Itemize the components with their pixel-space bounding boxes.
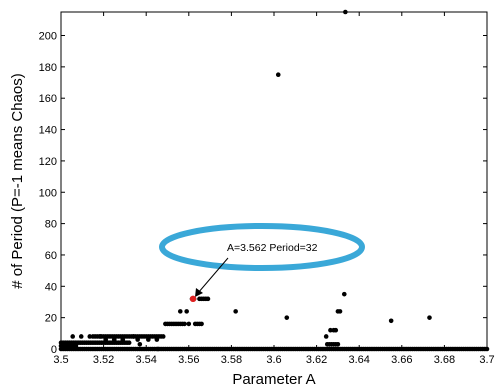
data-point — [205, 296, 211, 302]
x-tick-labels: 3.5 3.52 3.54 3.56 3.58 3.6 3.62 3.64 3.66 3.68 3.… — [53, 354, 494, 366]
x-tick-label: 3.54 — [135, 354, 156, 366]
x-tick-label: 3.52 — [93, 354, 114, 366]
data-point — [275, 72, 281, 77]
annotation-arrow — [197, 257, 229, 294]
y-axis-title: # of Period (P=-1 means Chaos) — [9, 73, 26, 289]
highlight-point — [189, 295, 197, 303]
data-point — [182, 321, 187, 327]
data-point — [337, 309, 343, 314]
y-tick-label: 160 — [39, 93, 57, 105]
annotation-text: A=3.562 Period=32 — [227, 242, 318, 254]
data-point — [131, 334, 136, 339]
data-point — [154, 337, 160, 342]
y-tick-label: 60 — [45, 250, 57, 262]
y-tick-label: 200 — [39, 31, 57, 43]
x-tick-label: 3.64 — [348, 354, 369, 366]
y-tick-label: 20 — [45, 313, 57, 325]
annotation-ellipse — [159, 223, 365, 271]
x-tick-label: 3.5 — [53, 354, 68, 366]
plot-area — [60, 11, 488, 350]
y-tick-label: 120 — [39, 156, 57, 168]
x-tick-label: 3.58 — [221, 354, 242, 366]
y-tick-label: 0 — [51, 344, 57, 356]
data-point — [177, 309, 183, 314]
data-point — [103, 337, 109, 342]
data-point — [184, 309, 189, 314]
data-point — [335, 341, 341, 347]
x-tick-label: 3.62 — [306, 354, 327, 366]
data-point — [137, 341, 143, 347]
x-tick-label: 3.66 — [391, 354, 412, 366]
y-tick-label: 140 — [39, 125, 57, 137]
x-tick-label: 3.68 — [434, 354, 455, 366]
y-tick-label: 180 — [39, 62, 57, 74]
data-point — [78, 334, 84, 339]
data-point — [155, 346, 161, 352]
data-point — [146, 337, 151, 342]
data-point — [328, 327, 333, 333]
data-point — [233, 309, 238, 314]
x-tick-label: 3.56 — [178, 354, 199, 366]
data-points — [58, 9, 490, 352]
data-point — [70, 334, 76, 339]
data-point — [98, 334, 103, 339]
x-axis-title: Parameter A — [232, 371, 315, 388]
data-point — [135, 337, 140, 342]
data-point — [199, 321, 204, 327]
data-point — [126, 340, 132, 346]
y-tick-label: 80 — [45, 219, 57, 231]
data-point — [484, 346, 490, 352]
y-tick-label: 100 — [39, 187, 57, 199]
y-tick-label: 40 — [45, 281, 57, 293]
data-point — [388, 318, 394, 324]
data-point — [343, 9, 348, 15]
x-tick-label: 3.6 — [266, 354, 281, 366]
data-point — [323, 334, 329, 339]
y-tick-labels: 0 20 40 60 80 100 120 140 160 180 200 — [39, 31, 57, 356]
data-point — [333, 327, 339, 333]
data-point — [186, 321, 192, 327]
data-point — [87, 334, 93, 339]
data-point — [120, 337, 126, 342]
x-tick-label: 3.7 — [479, 354, 494, 366]
data-point — [427, 315, 432, 320]
data-point — [160, 334, 166, 339]
annotation-arrowhead — [195, 288, 203, 297]
data-point — [341, 291, 347, 297]
data-point — [284, 315, 290, 320]
data-point — [111, 337, 117, 342]
